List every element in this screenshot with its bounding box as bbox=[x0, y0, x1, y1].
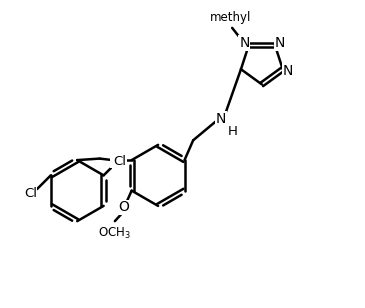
Text: Cl: Cl bbox=[113, 155, 126, 168]
Text: O: O bbox=[119, 201, 130, 214]
Text: OCH$_3$: OCH$_3$ bbox=[99, 226, 131, 241]
Text: H: H bbox=[227, 125, 237, 138]
Text: O: O bbox=[111, 153, 122, 167]
Text: N: N bbox=[275, 36, 285, 50]
Text: methyl: methyl bbox=[210, 11, 251, 24]
Text: N: N bbox=[215, 112, 226, 126]
Text: N: N bbox=[239, 36, 250, 50]
Text: Cl: Cl bbox=[24, 187, 37, 200]
Text: N: N bbox=[283, 64, 293, 78]
